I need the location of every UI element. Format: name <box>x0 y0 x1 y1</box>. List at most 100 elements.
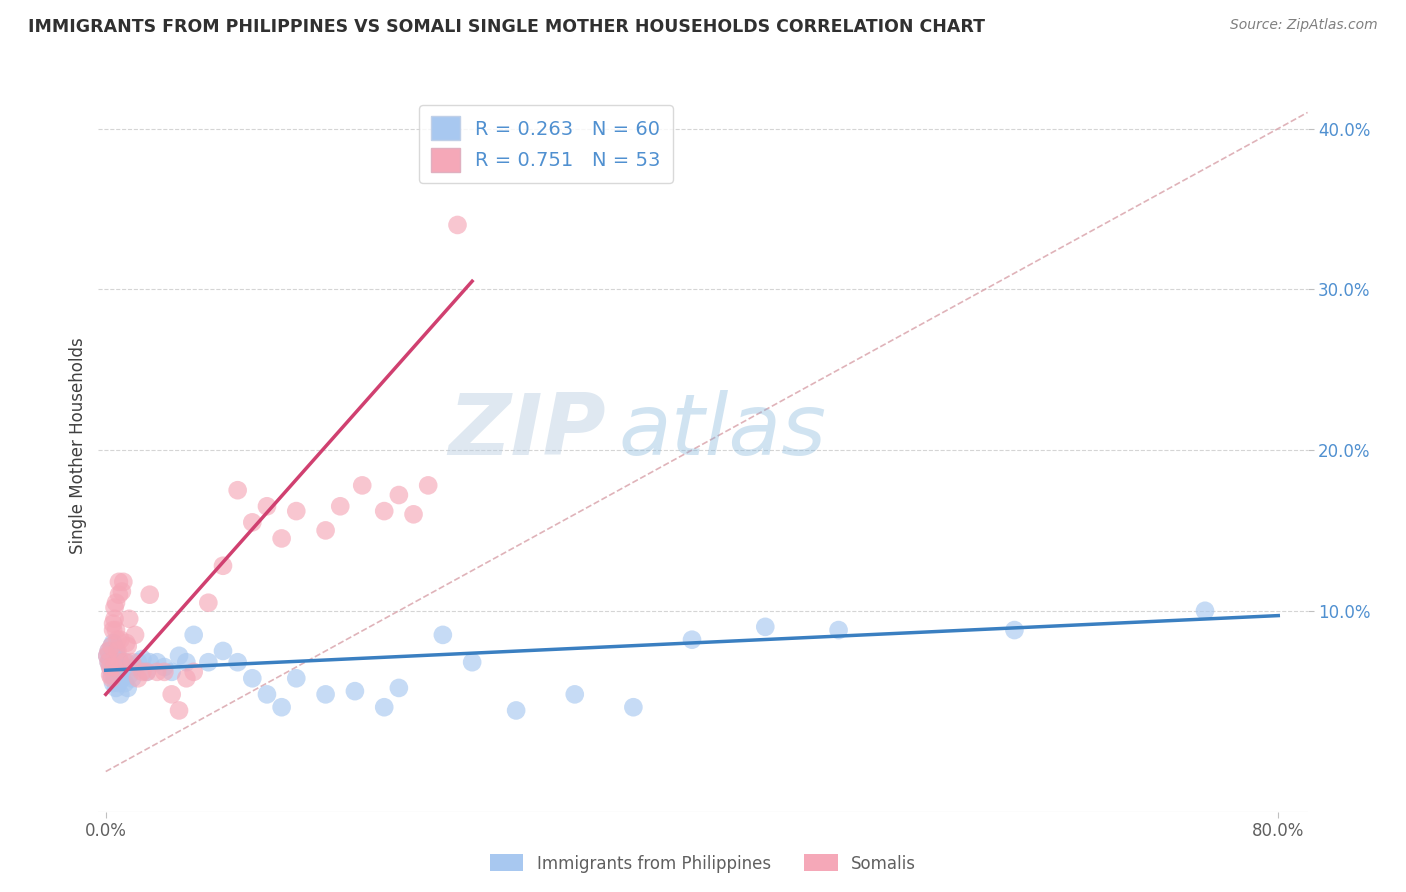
Text: atlas: atlas <box>619 390 827 473</box>
Point <box>127 671 149 685</box>
Point <box>256 687 278 701</box>
Point <box>115 655 138 669</box>
Text: Source: ZipAtlas.com: Source: ZipAtlas.com <box>1230 18 1378 32</box>
Point <box>285 504 308 518</box>
Point <box>98 660 121 674</box>
Point <box>160 665 183 679</box>
Point <box>373 700 395 714</box>
Point <box>107 655 129 669</box>
Legend: R = 0.263   N = 60, R = 0.751   N = 53: R = 0.263 N = 60, R = 0.751 N = 53 <box>419 104 672 183</box>
Point <box>138 588 160 602</box>
Point <box>105 660 128 674</box>
Point <box>124 628 146 642</box>
Point <box>103 671 125 685</box>
Point <box>98 660 121 674</box>
Point <box>121 671 143 685</box>
Point <box>226 655 249 669</box>
Point <box>97 655 120 669</box>
Point <box>256 500 278 514</box>
Point <box>124 660 146 674</box>
Point <box>226 483 249 498</box>
Point <box>98 668 121 682</box>
Point <box>117 681 139 695</box>
Point <box>108 588 131 602</box>
Point <box>108 652 131 666</box>
Point <box>121 655 143 669</box>
Point <box>240 516 263 530</box>
Point <box>212 558 235 573</box>
Point <box>176 655 198 669</box>
Point <box>160 687 183 701</box>
Point <box>103 612 125 626</box>
Point <box>114 655 136 669</box>
Point <box>112 574 135 589</box>
Point <box>315 687 337 701</box>
Point <box>167 703 190 717</box>
Point <box>101 676 124 690</box>
Point <box>446 218 468 232</box>
Point <box>240 671 263 685</box>
Point <box>98 652 121 666</box>
Point <box>373 504 395 518</box>
Point <box>114 676 136 690</box>
Point <box>112 660 135 674</box>
Point <box>127 655 149 669</box>
Point <box>564 687 586 701</box>
Point <box>118 668 141 682</box>
Point <box>432 628 454 642</box>
Point <box>285 671 308 685</box>
Point <box>1194 604 1216 618</box>
Point <box>352 478 374 492</box>
Point <box>167 648 190 663</box>
Point <box>183 628 205 642</box>
Point <box>107 632 129 647</box>
Legend: Immigrants from Philippines, Somalis: Immigrants from Philippines, Somalis <box>484 847 922 880</box>
Point <box>135 665 157 679</box>
Point <box>103 600 125 615</box>
Point <box>315 524 337 538</box>
Point <box>621 700 644 714</box>
Point <box>110 665 132 679</box>
Y-axis label: Single Mother Households: Single Mother Households <box>69 338 87 554</box>
Point <box>146 655 169 669</box>
Point <box>108 574 131 589</box>
Point <box>461 655 484 669</box>
Point <box>108 676 131 690</box>
Point <box>343 684 366 698</box>
Point <box>197 655 219 669</box>
Point <box>183 665 205 679</box>
Point <box>153 660 176 674</box>
Point <box>110 687 132 701</box>
Point <box>388 681 411 695</box>
Point <box>754 620 776 634</box>
Point <box>1004 623 1026 637</box>
Point <box>103 660 125 674</box>
Point <box>110 632 132 647</box>
Point <box>100 671 122 685</box>
Point <box>103 648 125 663</box>
Point <box>110 655 132 669</box>
Point <box>146 665 169 679</box>
Point <box>135 665 157 679</box>
Point <box>176 671 198 685</box>
Point <box>101 665 124 679</box>
Text: ZIP: ZIP <box>449 390 606 473</box>
Point <box>96 648 118 663</box>
Point <box>107 668 129 682</box>
Point <box>117 639 139 653</box>
Point <box>107 644 129 658</box>
Point <box>101 616 124 631</box>
Point <box>100 668 122 682</box>
Point <box>105 681 128 695</box>
Point <box>418 478 440 492</box>
Point <box>111 671 134 685</box>
Point <box>96 648 118 663</box>
Point <box>505 703 527 717</box>
Point <box>100 639 122 653</box>
Point <box>97 644 120 658</box>
Point <box>100 639 122 653</box>
Point <box>681 632 703 647</box>
Point <box>131 665 153 679</box>
Point <box>827 623 849 637</box>
Point <box>212 644 235 658</box>
